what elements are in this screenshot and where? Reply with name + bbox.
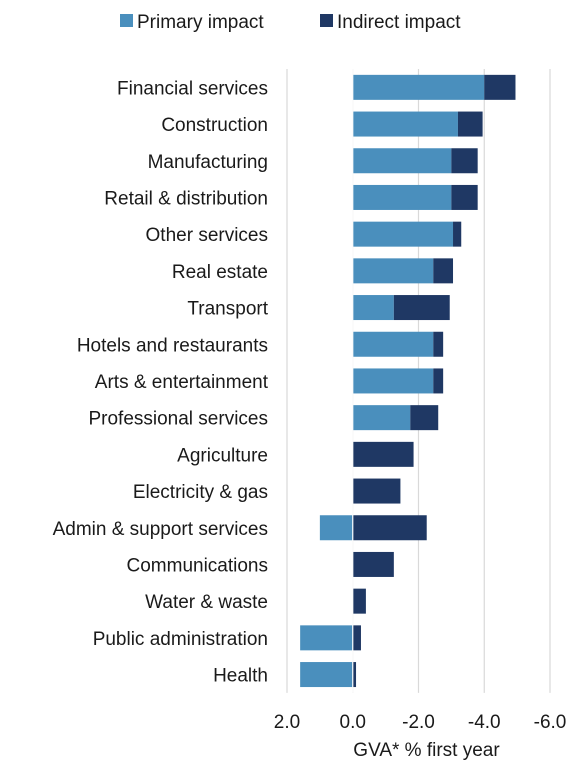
x-axis-title: GVA* % first year [353, 740, 500, 761]
bar-primary-9 [352, 405, 411, 431]
bar-indirect-11 [352, 478, 401, 504]
bar-indirect-3 [451, 184, 478, 210]
category-label: Manufacturing [148, 152, 268, 173]
category-label: Health [213, 666, 268, 687]
category-label: Electricity & gas [133, 482, 268, 503]
category-label: Retail & distribution [104, 188, 268, 209]
legend-label-primary: Primary impact [137, 12, 264, 33]
category-label: Financial services [117, 78, 268, 99]
bar-indirect-4 [453, 221, 462, 247]
bar-primary-1 [352, 111, 458, 137]
bar-primary-12 [319, 515, 353, 541]
bar-primary-2 [352, 148, 452, 174]
category-label: Construction [161, 115, 268, 136]
bar-primary-4 [352, 221, 454, 247]
bar-primary-15 [300, 625, 353, 651]
bar-indirect-12 [352, 515, 427, 541]
bar-indirect-0 [484, 74, 516, 100]
bar-indirect-13 [352, 551, 394, 577]
bar-indirect-16 [352, 662, 357, 688]
category-label: Real estate [172, 262, 268, 283]
x-tick-label: 2.0 [274, 712, 300, 733]
category-label: Communications [127, 555, 269, 576]
bar-indirect-1 [457, 111, 483, 137]
category-label: Professional services [88, 409, 268, 430]
bar-indirect-14 [352, 588, 366, 614]
bar-indirect-8 [433, 368, 444, 394]
bar-primary-6 [352, 295, 394, 321]
x-tick-label: -6.0 [534, 712, 567, 733]
x-tick-label: -4.0 [468, 712, 501, 733]
bar-primary-3 [352, 184, 452, 210]
bar-indirect-10 [352, 441, 414, 467]
bar-primary-7 [352, 331, 434, 357]
bar-primary-5 [352, 258, 434, 284]
bar-indirect-9 [410, 405, 439, 431]
category-label: Agriculture [177, 445, 268, 466]
x-tick-label: -2.0 [402, 712, 435, 733]
legend-swatch-indirect [320, 14, 333, 27]
bar-primary-8 [352, 368, 434, 394]
bar-primary-16 [300, 662, 353, 688]
bar-indirect-5 [433, 258, 454, 284]
category-label: Hotels and restaurants [77, 335, 268, 356]
bar-indirect-7 [433, 331, 444, 357]
category-label: Arts & entertainment [95, 372, 269, 393]
bar-indirect-15 [352, 625, 361, 651]
bar-indirect-6 [393, 295, 450, 321]
bar-indirect-2 [451, 148, 478, 174]
x-tick-label: 0.0 [340, 712, 366, 733]
category-label: Water & waste [145, 592, 268, 613]
bar-primary-0 [352, 74, 485, 100]
legend-label-indirect: Indirect impact [337, 12, 461, 33]
legend-swatch-primary [120, 14, 133, 27]
category-label: Other services [146, 225, 268, 246]
category-label: Public administration [93, 629, 268, 650]
category-label: Transport [187, 299, 268, 320]
category-label: Admin & support services [53, 519, 268, 540]
